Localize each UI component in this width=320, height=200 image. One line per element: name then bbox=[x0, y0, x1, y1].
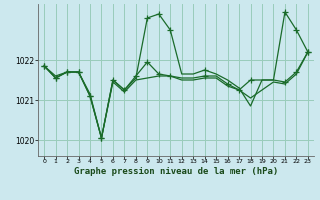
X-axis label: Graphe pression niveau de la mer (hPa): Graphe pression niveau de la mer (hPa) bbox=[74, 167, 278, 176]
